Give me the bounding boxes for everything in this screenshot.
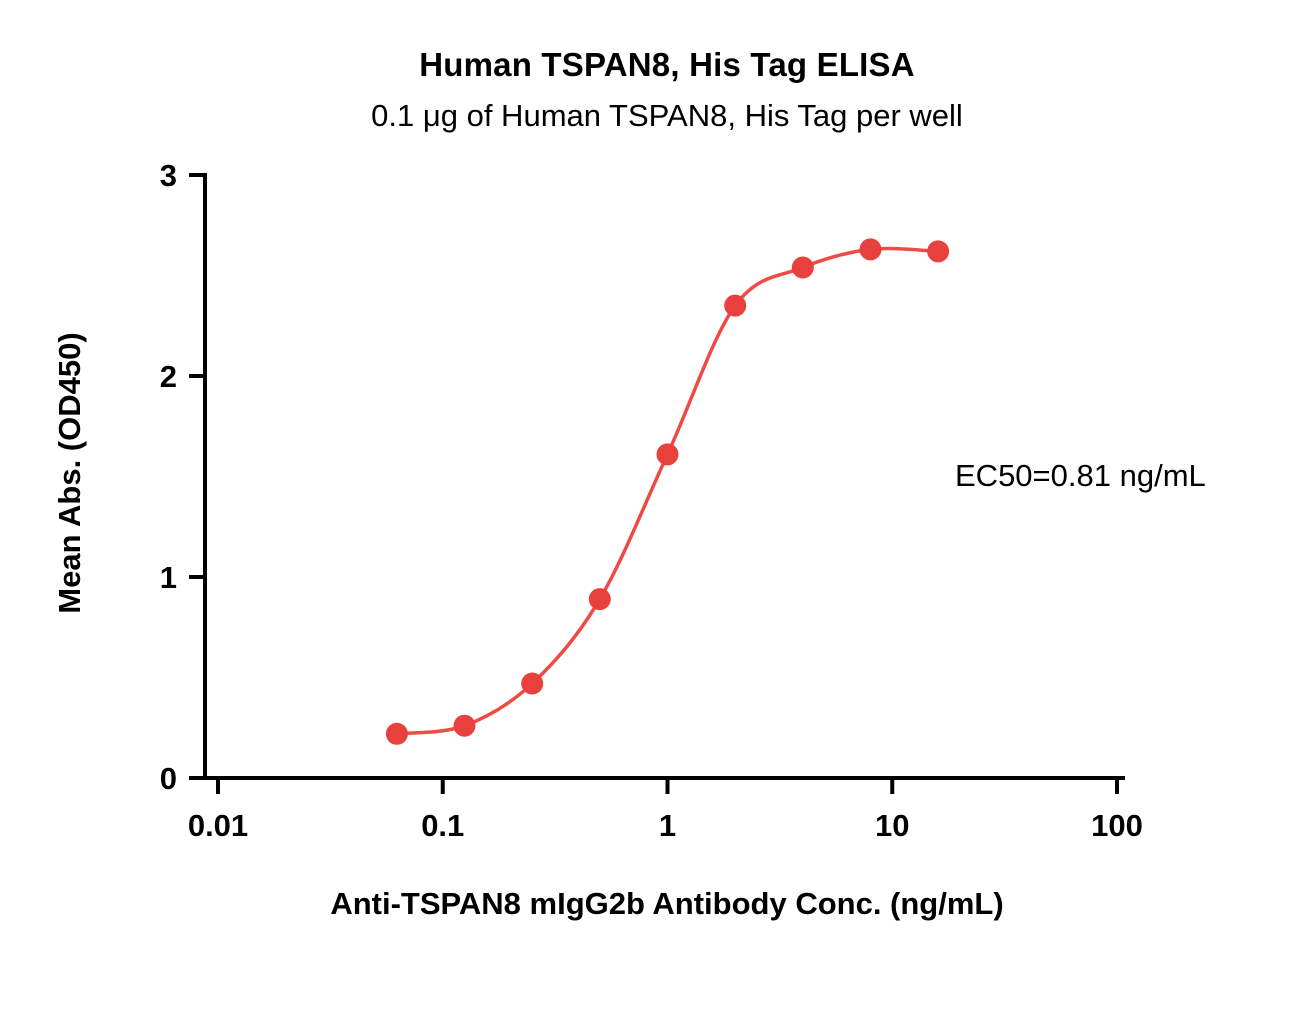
ec50-annotation: EC50=0.81 ng/mL <box>955 458 1206 493</box>
data-point <box>385 722 408 745</box>
x-tick-label: 0.01 <box>188 808 248 843</box>
x-axis-label: Anti-TSPAN8 mIgG2b Antibody Conc. (ng/mL… <box>330 886 1004 921</box>
data-point <box>453 714 476 737</box>
y-tick-label: 1 <box>160 560 177 595</box>
data-point <box>859 238 882 261</box>
data-point <box>927 240 950 263</box>
y-tick-label: 0 <box>160 761 177 796</box>
data-point <box>521 672 544 695</box>
x-tick-label: 100 <box>1091 808 1143 843</box>
chart-subtitle: 0.1 μg of Human TSPAN8, His Tag per well <box>371 98 963 133</box>
y-tick-label: 3 <box>160 158 177 193</box>
data-point <box>791 256 814 279</box>
x-tick-label: 0.1 <box>421 808 464 843</box>
data-point <box>588 588 611 611</box>
x-tick-label: 10 <box>875 808 909 843</box>
data-point <box>656 443 679 466</box>
data-point <box>724 294 747 317</box>
x-tick-label: 1 <box>659 808 676 843</box>
y-tick-label: 2 <box>160 359 177 394</box>
chart-title: Human TSPAN8, His Tag ELISA <box>419 46 915 83</box>
fit-curve <box>396 246 939 736</box>
